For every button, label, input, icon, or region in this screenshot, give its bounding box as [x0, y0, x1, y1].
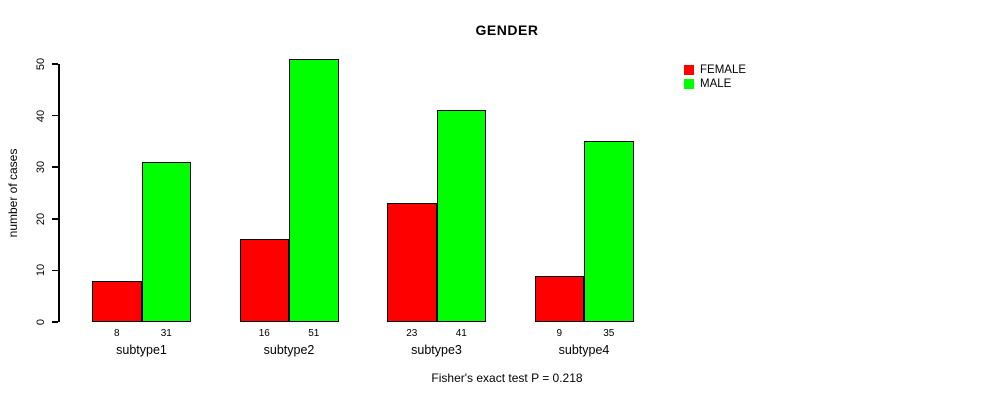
bar-value-label: 35 — [603, 328, 615, 339]
bar-male-subtype4 — [584, 141, 634, 322]
y-axis-label: number of cases — [6, 148, 20, 238]
bar-value-label: 16 — [258, 328, 270, 339]
y-axis-tick — [52, 269, 58, 272]
bar-value-label: 23 — [406, 328, 418, 339]
y-axis-tick — [52, 321, 58, 323]
y-axis-tick-label: 10 — [35, 264, 47, 277]
y-axis-tick-label: 50 — [35, 57, 47, 71]
bar-female-subtype3 — [387, 203, 437, 322]
y-axis-tick — [52, 63, 58, 65]
bar-male-subtype2 — [289, 58, 339, 322]
bar-female-subtype4 — [534, 275, 584, 322]
bar-male-subtype3 — [436, 110, 486, 322]
bar-female-subtype1 — [92, 280, 142, 322]
bar-value-label: 41 — [455, 328, 467, 339]
legend-item-male: MALE — [684, 77, 746, 91]
y-axis-tick-label: 40 — [35, 109, 47, 122]
x-axis-category-label: subtype2 — [263, 343, 315, 357]
legend-swatch-male — [684, 79, 694, 89]
bar-value-label: 51 — [308, 328, 320, 339]
bar-male-subtype1 — [141, 162, 191, 322]
y-axis-tick — [52, 218, 58, 220]
bar-female-subtype2 — [239, 239, 289, 322]
x-axis-category-label: subtype1 — [116, 343, 167, 357]
y-axis-line — [58, 64, 60, 322]
caption-fisher-test: Fisher's exact test P = 0.218 — [431, 371, 583, 385]
x-axis-category-label: subtype4 — [558, 343, 610, 357]
legend: FEMALE MALE — [684, 63, 746, 91]
legend-item-female: FEMALE — [684, 63, 746, 77]
chart-title: GENDER — [475, 22, 539, 38]
y-axis-tick-label: 30 — [35, 161, 47, 174]
y-axis-tick — [52, 166, 58, 168]
y-axis-tick — [52, 114, 58, 117]
legend-label-male: MALE — [700, 78, 732, 90]
legend-label-female: FEMALE — [700, 64, 747, 76]
x-axis-category-label: subtype3 — [411, 343, 462, 357]
y-axis-tick-label: 0 — [35, 318, 47, 326]
y-axis-tick-label: 20 — [35, 212, 47, 225]
bar-value-label: 31 — [160, 328, 172, 339]
legend-swatch-female — [684, 65, 694, 75]
bar-value-label: 8 — [113, 328, 120, 339]
bar-value-label: 9 — [556, 328, 563, 339]
